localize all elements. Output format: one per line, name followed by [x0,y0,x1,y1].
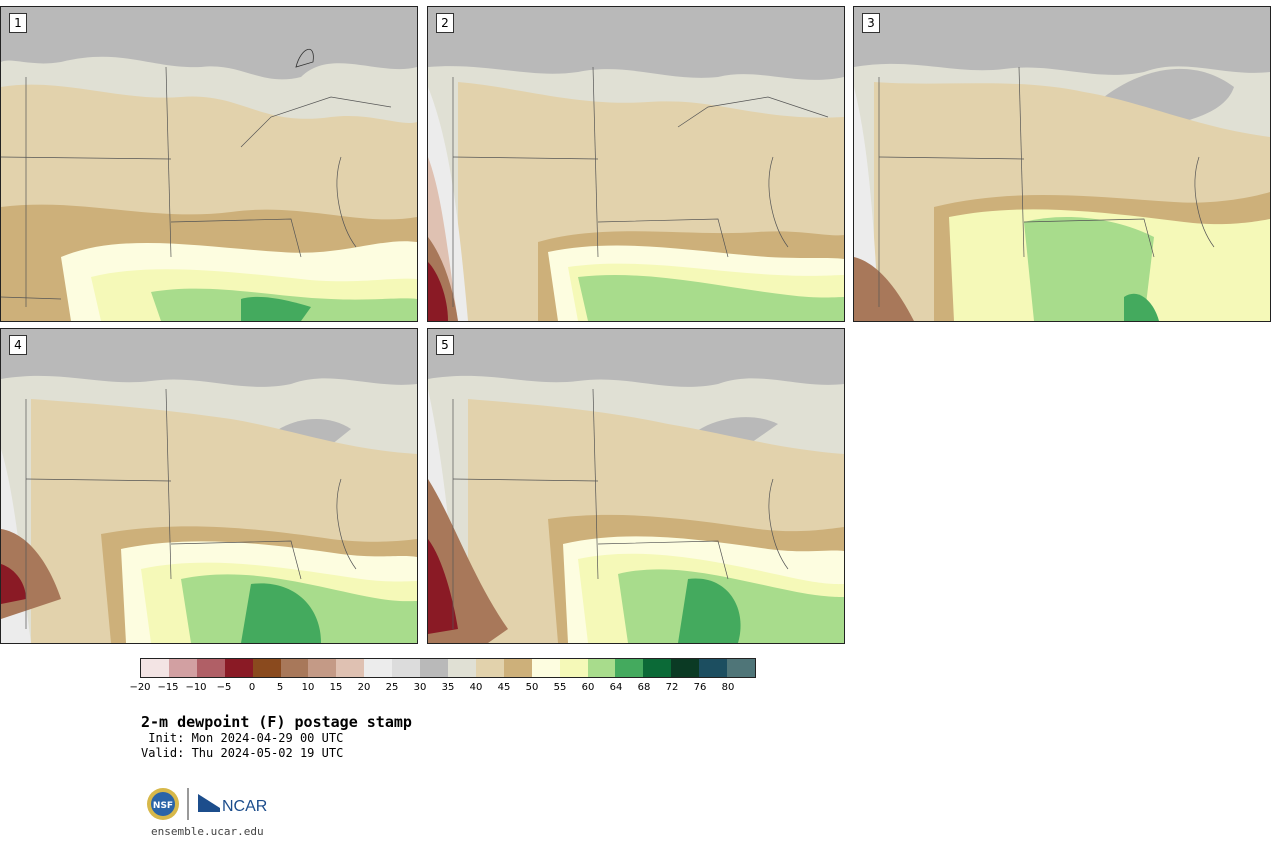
panel-number-label: 3 [862,13,880,33]
colorbar-tick-label: 72 [665,682,679,693]
colorbar-tick-label: 40 [469,682,483,693]
colorbar-tick-label: 50 [525,682,539,693]
colorbar-segment [168,659,197,677]
colorbar-tick-label: 80 [721,682,735,693]
colorbar-segment [587,659,616,677]
colorbar-segment [615,659,644,677]
colorbar-tick-label: 60 [581,682,595,693]
colorbar-segment [392,659,421,677]
colorbar-tick-label: 35 [441,682,455,693]
colorbar-segment [308,659,337,677]
colorbar-segment [727,659,755,677]
postage-stamp-panel-2: 2 [427,6,845,322]
postage-stamp-panel-4: 4 [0,328,418,644]
colorbar-tick-label: −5 [216,682,232,693]
colorbar-segment [671,659,700,677]
colorbar-tick-label: 76 [693,682,707,693]
colorbar-segment [531,659,560,677]
colorbar-tick-label: 68 [637,682,651,693]
map-title: 2-m dewpoint (F) postage stamp [141,713,412,731]
colorbar-tick-label: −20 [129,682,151,693]
dewpoint-map-1 [1,7,417,321]
colorbar-segment [141,659,169,677]
colorbar-segment [420,659,448,677]
colorbar-segment [336,659,365,677]
colorbar-tick-label: 64 [609,682,623,693]
colorbar-ticks: −20 −15 −10 −5 0 5 10 15 20 25 30 35 40 45 50 55 60 64 68 7… [129,682,756,696]
colorbar-segment [699,659,728,677]
ncar-logo-text: NCAR [222,798,267,815]
panel-number-label: 5 [436,335,454,355]
panel-number-label: 4 [9,335,27,355]
colorbar-tick-label: −10 [185,682,207,693]
postage-stamp-panel-3: 3 [853,6,1271,322]
colorbar-segment [252,659,281,677]
dewpoint-map-4 [1,329,417,643]
colorbar-tick-label: 45 [497,682,511,693]
colorbar-tick-label: 55 [553,682,567,693]
init-time: Init: Mon 2024-04-29 00 UTC [141,731,344,745]
postage-stamp-panel-5: 5 [427,328,845,644]
colorbar-tick-label: 20 [357,682,371,693]
colorbar-tick-label: 30 [413,682,427,693]
colorbar-tick-label: 25 [385,682,399,693]
colorbar-segment [475,659,504,677]
dewpoint-map-3 [854,7,1270,321]
colorbar-segment [280,659,309,677]
colorbar-segment [224,659,253,677]
nsf-ncar-logo: NSF NCAR [147,788,267,820]
colorbar-segment [643,659,672,677]
colorbar-tick-label: 10 [301,682,315,693]
colorbar-tick-label: −15 [157,682,179,693]
ncar-logo-icon [198,794,220,812]
panel-number-label: 2 [436,13,454,33]
dewpoint-colorbar [140,658,756,678]
dewpoint-map-2 [428,7,844,321]
colorbar-segment [559,659,588,677]
dewpoint-map-5 [428,329,844,643]
colorbar-segment [447,659,476,677]
colorbar-segment [196,659,225,677]
colorbar-segment [503,659,532,677]
panel-number-label: 1 [9,13,27,33]
site-url: ensemble.ucar.edu [151,825,264,838]
colorbar-tick-label: 5 [276,682,284,693]
colorbar-segment [364,659,393,677]
colorbar-tick-label: 15 [329,682,343,693]
nsf-logo-text: NSF [153,801,173,811]
colorbar-tick-label: 0 [248,682,256,693]
valid-time: Valid: Thu 2024-05-02 19 UTC [141,746,344,760]
postage-stamp-panel-1: 1 [0,6,418,322]
